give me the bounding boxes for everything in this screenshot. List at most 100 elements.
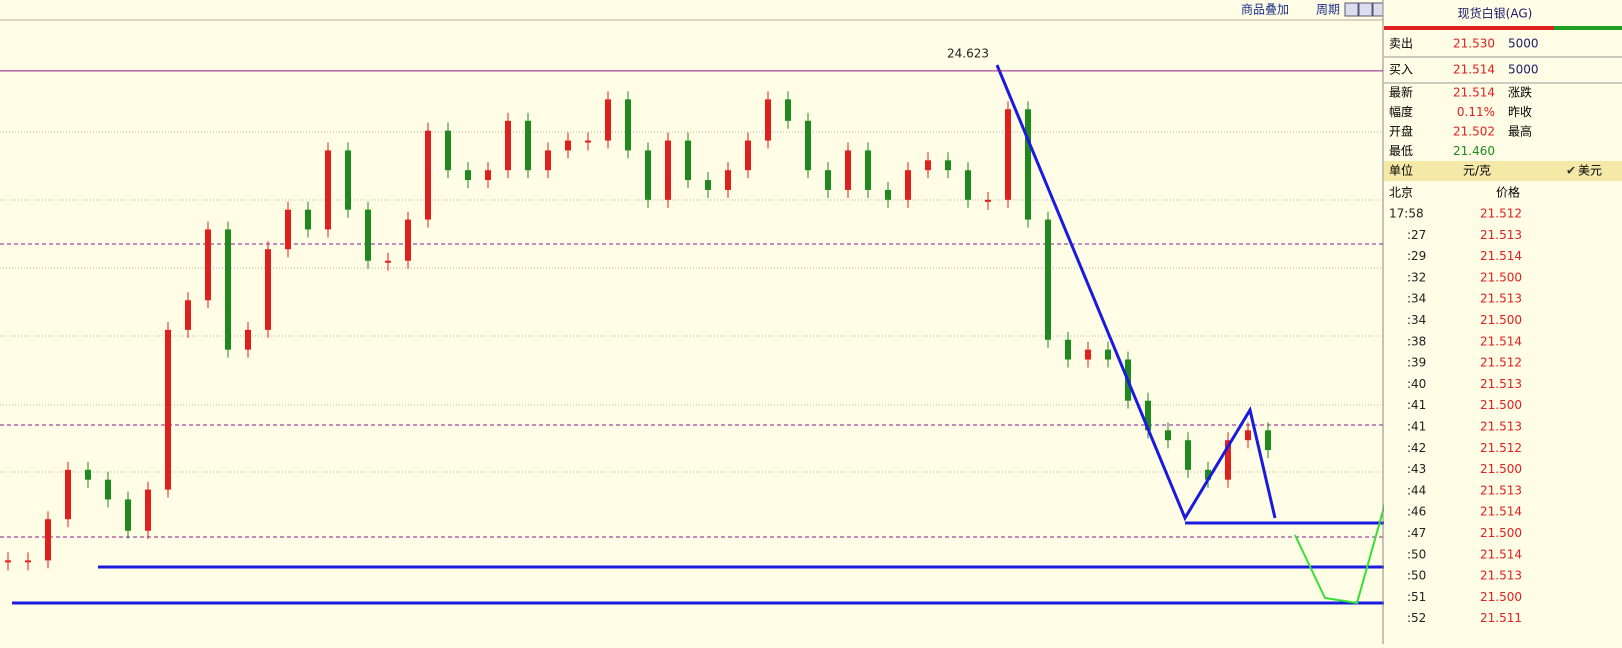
tick-time: :50	[1407, 547, 1426, 561]
candle-body	[765, 99, 771, 141]
peak-label: 24.623	[947, 46, 989, 60]
candle-body	[1165, 430, 1171, 441]
candle-body	[245, 329, 251, 350]
tick-price: 21.512	[1480, 356, 1522, 370]
tick-time: :34	[1407, 313, 1426, 327]
candle-body	[805, 120, 811, 171]
tick-price: 21.513	[1480, 420, 1522, 434]
checkmark: ✔	[1566, 164, 1576, 178]
tick-time: :29	[1407, 249, 1426, 263]
candle-body	[845, 150, 851, 190]
tick-price: 21.512	[1480, 207, 1522, 221]
candle-body	[565, 140, 571, 151]
candle-body	[465, 170, 471, 181]
candle-body	[105, 479, 111, 500]
candle-body	[745, 140, 751, 171]
candle-body	[365, 209, 371, 261]
candle-body	[125, 499, 131, 531]
stat-label: 昨收	[1508, 105, 1532, 119]
period-button[interactable]: 周期	[1316, 3, 1340, 17]
unit-value: 元/克	[1463, 164, 1491, 178]
stat-label: 最低	[1389, 144, 1413, 158]
candle-body	[505, 120, 511, 171]
tick-price: 21.514	[1480, 547, 1522, 561]
tick-time: :34	[1407, 292, 1426, 306]
candle-body	[1105, 349, 1111, 360]
candle-body	[985, 199, 991, 202]
tick-time: :38	[1407, 334, 1426, 348]
candle-body	[625, 99, 631, 151]
tick-price: 21.513	[1480, 292, 1522, 306]
buy-price: 21.514	[1453, 63, 1495, 77]
stat-label: 最高	[1508, 124, 1532, 139]
candle-body	[1185, 440, 1191, 470]
nav-right[interactable]	[1358, 2, 1373, 17]
tick-price: 21.500	[1480, 270, 1522, 284]
candle-body	[65, 469, 71, 520]
candle-body	[1065, 339, 1071, 360]
quote-title: 现货白银(AG)	[1458, 6, 1533, 21]
candle-body	[185, 300, 191, 330]
candle-body	[965, 170, 971, 200]
tick-time: :51	[1407, 590, 1426, 604]
candle-body	[1005, 109, 1011, 200]
stat-value: 21.460	[1453, 144, 1495, 158]
stat-label: 涨跌	[1508, 85, 1532, 100]
tick-time: :52	[1407, 611, 1426, 625]
tick-price: 21.512	[1480, 441, 1522, 455]
stat-label: 幅度	[1389, 104, 1413, 119]
tick-time: :46	[1407, 505, 1426, 519]
candle-body	[1145, 400, 1151, 431]
tick-price: 21.500	[1480, 398, 1522, 412]
tick-time: :32	[1407, 270, 1426, 284]
tick-time: :39	[1407, 356, 1426, 370]
candle-body	[1085, 349, 1091, 360]
title-bar-red	[1384, 26, 1554, 30]
overlay-button[interactable]: 商品叠加	[1241, 2, 1289, 17]
candle-body	[825, 170, 831, 190]
tick-time: 17:58	[1389, 207, 1424, 221]
tick-time: :44	[1407, 483, 1426, 497]
candle-body	[25, 560, 31, 563]
candle-body	[545, 150, 551, 171]
candle-body	[1025, 109, 1031, 220]
candles	[5, 91, 1271, 571]
candle-body	[5, 560, 11, 563]
candle-body	[385, 260, 391, 263]
candle-body	[905, 170, 911, 200]
candle-body	[885, 189, 891, 200]
candle-body	[285, 209, 291, 250]
candle-body	[865, 150, 871, 190]
candle-body	[945, 160, 951, 171]
ticks-price-header: 价格	[1496, 185, 1520, 200]
candle-body	[585, 140, 591, 143]
tick-list: 17:58 21.512:27 21.513:29 21.514:32 21.500:3…	[1389, 207, 1522, 626]
stat-label: 开盘	[1389, 124, 1413, 139]
candle-body	[225, 229, 231, 350]
candle-body	[1205, 469, 1211, 480]
candle-body	[645, 150, 651, 200]
stat-value: 21.502	[1453, 125, 1495, 139]
tick-price: 21.500	[1480, 462, 1522, 476]
annotations	[12, 64, 1475, 605]
candle-body	[265, 249, 271, 330]
candle-body	[405, 219, 411, 261]
candle-body	[525, 120, 531, 171]
tick-time: :50	[1407, 569, 1426, 583]
tick-price: 21.500	[1480, 526, 1522, 540]
candle-body	[205, 229, 211, 301]
candle-body	[165, 329, 171, 490]
nav-left[interactable]	[1344, 2, 1359, 17]
tick-price: 21.500	[1480, 590, 1522, 604]
currency-option[interactable]: 美元	[1578, 164, 1602, 178]
stat-value: 21.514	[1453, 86, 1495, 100]
candle-body	[425, 130, 431, 220]
nav-zoom[interactable]	[1372, 2, 1384, 17]
candle-body	[445, 130, 451, 171]
candle-body	[45, 519, 51, 561]
ticks-time-header: 北京	[1389, 186, 1413, 200]
candle-body	[785, 99, 791, 121]
